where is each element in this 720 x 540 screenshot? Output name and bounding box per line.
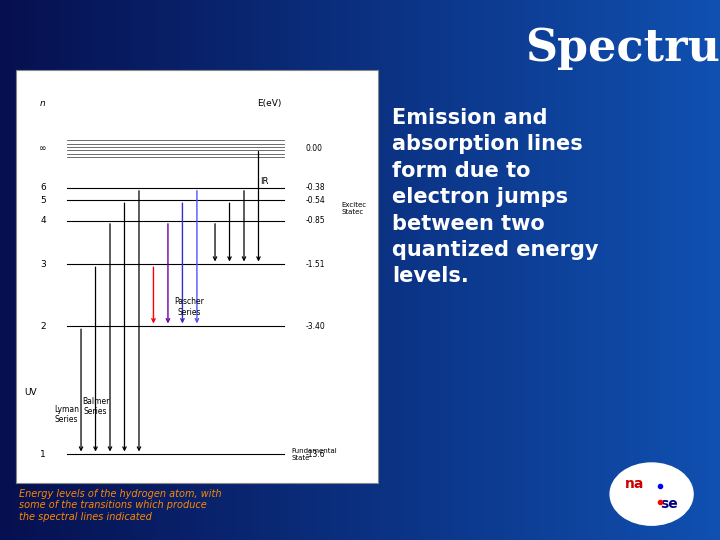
Text: -13.6: -13.6 — [305, 450, 325, 459]
Text: ∞: ∞ — [40, 144, 47, 153]
Text: Spectrum: Spectrum — [526, 27, 720, 70]
Text: 0.00: 0.00 — [305, 144, 323, 153]
Text: 6: 6 — [40, 184, 46, 192]
Text: Excitec
Statec: Excitec Statec — [342, 202, 367, 215]
Text: Energy levels of the hydrogen atom, with
some of the transitions which produce
t: Energy levels of the hydrogen atom, with… — [19, 489, 222, 522]
Text: 3: 3 — [40, 260, 46, 269]
Text: -0.85: -0.85 — [305, 217, 325, 226]
Text: -0.38: -0.38 — [305, 184, 325, 192]
Text: IR: IR — [260, 177, 268, 186]
Circle shape — [610, 463, 693, 525]
Bar — [16, 70, 378, 483]
Text: 1: 1 — [40, 450, 46, 459]
Text: 4: 4 — [40, 217, 46, 226]
Text: 5: 5 — [40, 196, 46, 205]
Text: n: n — [40, 99, 46, 108]
Text: se: se — [660, 497, 678, 511]
Text: na: na — [625, 477, 644, 491]
Text: Emission and
absorption lines
form due to
electron jumps
between two
quantized e: Emission and absorption lines form due t… — [392, 108, 599, 286]
Text: Balmer
Series: Balmer Series — [82, 396, 109, 416]
Text: -3.40: -3.40 — [305, 322, 325, 331]
Text: E(eV): E(eV) — [257, 99, 282, 108]
Text: Lyman
Series: Lyman Series — [54, 405, 79, 424]
Text: Pascher
Series: Pascher Series — [175, 298, 204, 317]
Text: -1.51: -1.51 — [305, 260, 325, 269]
Text: UV: UV — [24, 388, 37, 397]
Text: -0.54: -0.54 — [305, 196, 325, 205]
Text: Fundamental
State: Fundamental State — [291, 448, 337, 461]
Text: 2: 2 — [40, 322, 46, 331]
